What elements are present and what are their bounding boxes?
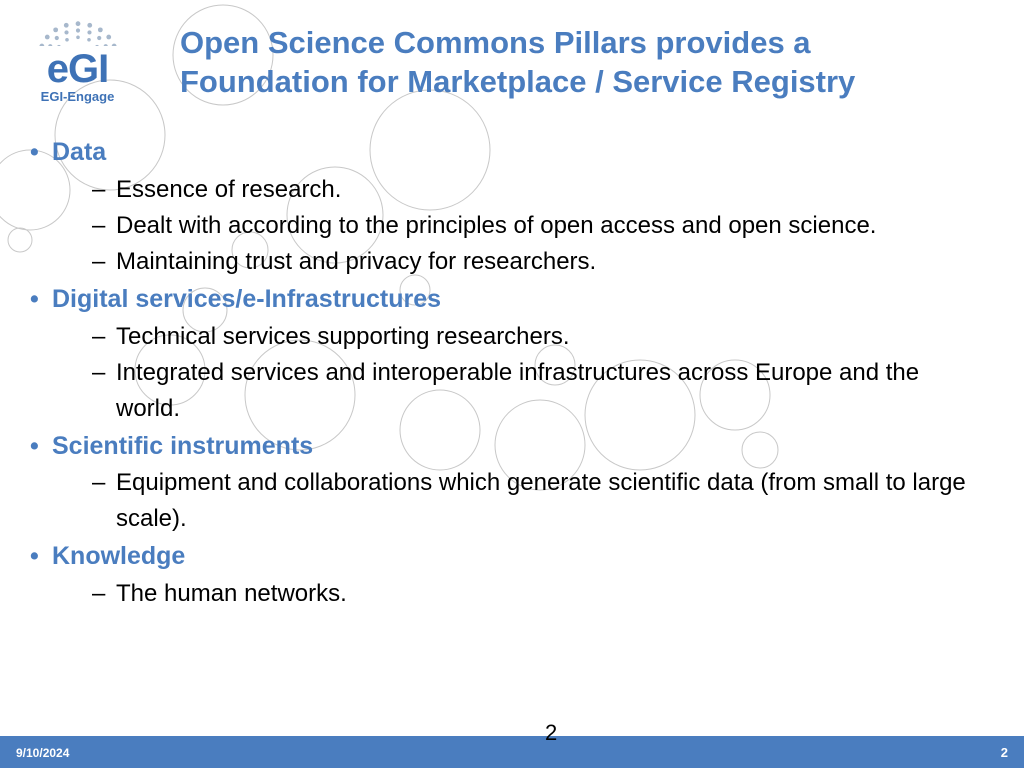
page-number-center: 2 <box>545 720 557 746</box>
section-heading: Digital services/e-Infrastructures <box>52 280 994 319</box>
list-item: Technical services supporting researcher… <box>116 319 994 355</box>
list-item: Equipment and collaborations which gener… <box>116 465 994 537</box>
section-heading: Data <box>52 133 994 172</box>
section-heading: Knowledge <box>52 537 994 576</box>
logo-subtext: EGI-Engage <box>20 89 135 104</box>
list-item: Integrated services and interoperable in… <box>116 355 994 427</box>
content-area: DataEssence of research.Dealt with accor… <box>30 133 994 612</box>
logo: eGI EGI-Engage <box>20 8 135 104</box>
page-number-right: 2 <box>1001 745 1008 760</box>
slide-title: Open Science Commons Pillars provides a … <box>180 24 984 102</box>
footer-date: 9/10/2024 <box>16 746 69 760</box>
logo-arc-icon <box>23 8 133 46</box>
footer-bar <box>0 736 1024 768</box>
section-heading: Scientific instruments <box>52 427 994 466</box>
logo-text: eGI <box>20 51 135 87</box>
list-item: Essence of research. <box>116 172 994 208</box>
list-item: Maintaining trust and privacy for resear… <box>116 244 994 280</box>
list-item: The human networks. <box>116 576 994 612</box>
list-item: Dealt with according to the principles o… <box>116 208 994 244</box>
